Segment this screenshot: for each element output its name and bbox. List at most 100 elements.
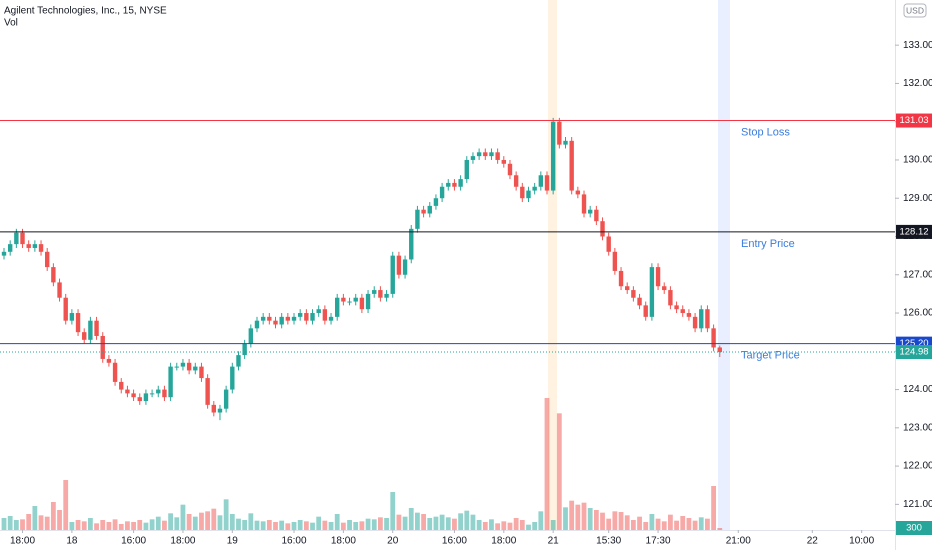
- volume-bar: [655, 518, 661, 530]
- volume-bar: [575, 504, 581, 530]
- x-tick-label: 18:00: [170, 536, 195, 547]
- volume-bar: [458, 513, 464, 530]
- candle-body: [100, 335, 105, 359]
- volume-bar: [125, 521, 130, 530]
- candle-body: [242, 343, 247, 356]
- volume-bar: [717, 528, 723, 530]
- candle-body: [464, 159, 469, 180]
- candle-body: [372, 290, 377, 294]
- candle-body: [248, 328, 254, 344]
- candle-body: [45, 251, 50, 268]
- candle-body: [402, 259, 408, 275]
- candle-body: [384, 293, 389, 298]
- volume-legend: Vol: [4, 18, 18, 29]
- candle-body: [699, 309, 704, 329]
- volume-bar: [32, 506, 38, 530]
- volume-bar: [328, 522, 334, 530]
- volume-bar: [180, 504, 186, 530]
- volume-bar: [452, 518, 457, 530]
- volume-bar: [482, 522, 488, 530]
- candle-body: [532, 186, 537, 191]
- candle-body: [544, 175, 550, 191]
- candle-body: [1, 251, 7, 256]
- volume-bar: [279, 520, 285, 530]
- volume-badge-text: 300: [906, 523, 922, 534]
- candle-body: [168, 366, 173, 398]
- candle-body: [618, 270, 624, 287]
- volume-bar: [285, 523, 291, 530]
- currency-badge[interactable]: [903, 3, 927, 18]
- x-tick-label: 16:00: [281, 536, 306, 547]
- volume-bar: [686, 518, 692, 530]
- candle-body: [557, 121, 562, 145]
- candle-body: [655, 267, 661, 287]
- y-tick-label: 133.00: [903, 40, 932, 51]
- candle-layer: [1, 117, 722, 421]
- level-badge-text: 131.03: [899, 115, 928, 126]
- volume-bar: [674, 520, 679, 530]
- candle-body: [131, 393, 136, 398]
- x-tick-label: 17:30: [646, 536, 671, 547]
- y-tick-label: 129.00: [903, 193, 932, 204]
- candle-body: [427, 205, 432, 214]
- candle-body: [501, 159, 507, 164]
- volume-bar: [421, 514, 426, 530]
- candle-body: [507, 163, 513, 176]
- candle-body: [82, 332, 87, 340]
- volume-bar: [544, 398, 550, 530]
- candle-body: [69, 313, 75, 321]
- candle-body: [606, 236, 611, 252]
- volume-badge: [896, 521, 932, 535]
- candle-body: [137, 397, 142, 402]
- volume-bar: [600, 512, 605, 530]
- volume-bar: [501, 521, 507, 530]
- candle-body: [335, 297, 340, 317]
- volume-bar: [106, 522, 112, 530]
- level-badge-text: 125.20: [899, 338, 928, 349]
- candle-body: [341, 297, 346, 302]
- x-tick-label: 15:30: [596, 536, 621, 547]
- y-tick-label: 122.00: [903, 461, 932, 472]
- x-tick-label: 22: [807, 536, 819, 547]
- candle-body: [236, 355, 241, 367]
- candle-body: [476, 152, 482, 157]
- candle-body: [267, 316, 272, 321]
- last-price-badge: [896, 345, 932, 360]
- volume-bar: [186, 514, 192, 530]
- volume-bar: [637, 516, 642, 530]
- volume-bar: [50, 502, 56, 530]
- volume-bar: [236, 518, 241, 530]
- candle-body: [199, 366, 204, 379]
- volume-bar: [427, 518, 433, 530]
- volume-bar: [297, 520, 303, 530]
- candle-body: [217, 408, 223, 413]
- candle-body: [365, 293, 371, 310]
- volume-bar: [371, 519, 377, 530]
- candle-body: [297, 313, 303, 317]
- candle-body: [612, 251, 618, 271]
- volume-bar: [433, 516, 439, 530]
- x-tick-label: 16:00: [121, 536, 146, 547]
- volume-bar: [556, 413, 562, 530]
- volume-bar: [100, 520, 106, 530]
- volume-bar: [581, 502, 587, 530]
- y-tick-label: 132.00: [903, 78, 932, 89]
- candle-body: [421, 209, 426, 214]
- volume-bar: [661, 521, 667, 530]
- volume-bar: [242, 520, 248, 530]
- volume-bar: [63, 480, 69, 530]
- volume-bar: [396, 514, 402, 530]
- y-tick-label: 124.00: [903, 384, 932, 395]
- volume-bar: [538, 511, 544, 530]
- volume-bar: [353, 522, 359, 530]
- volume-bar: [310, 522, 315, 530]
- y-tick-label: 126.00: [903, 308, 932, 319]
- x-tick-label: 10:00: [849, 536, 874, 547]
- volume-bar: [44, 516, 50, 530]
- volume-bar: [365, 518, 371, 530]
- candle-body: [625, 286, 630, 291]
- y-tick-label: 121.00: [903, 499, 932, 510]
- candle-body: [637, 297, 642, 306]
- volume-bar: [340, 522, 346, 530]
- volume-bar: [464, 510, 470, 530]
